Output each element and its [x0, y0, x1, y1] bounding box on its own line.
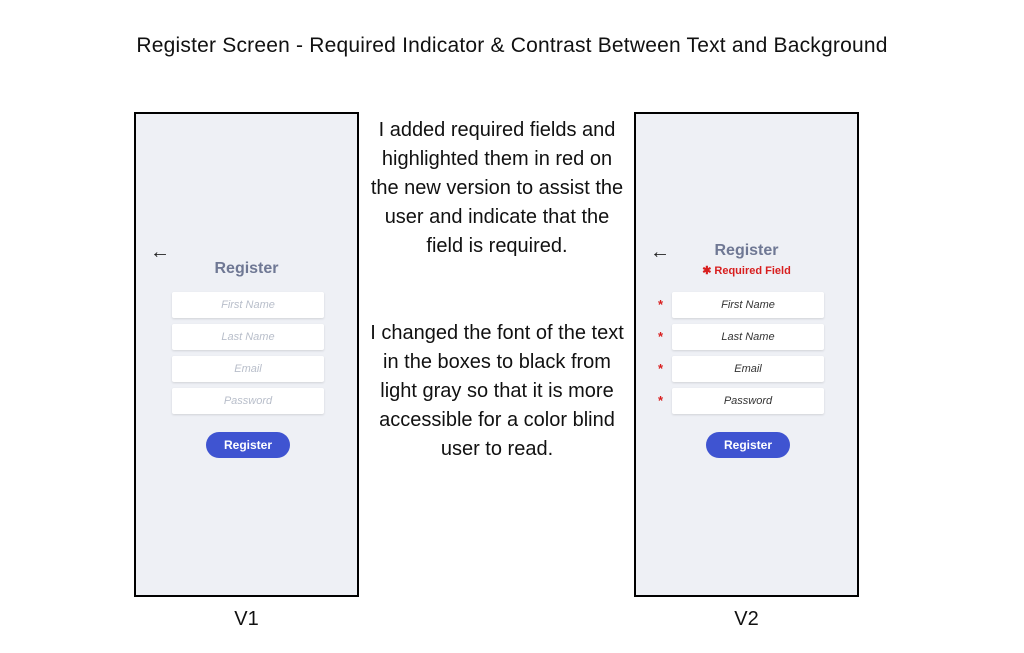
explanation-para-1: I added required fields and highlighted … — [370, 116, 624, 261]
input-password[interactable]: Password — [672, 388, 824, 414]
register-heading: Register — [136, 260, 357, 278]
required-asterisk-icon: * — [658, 298, 663, 311]
asterisk-icon: ✱ — [702, 265, 711, 277]
input-last-name[interactable]: Last Name — [172, 324, 324, 350]
input-first-name[interactable]: First Name — [672, 292, 824, 318]
back-arrow-icon[interactable]: ← — [150, 242, 170, 262]
input-email[interactable]: Email — [672, 356, 824, 382]
caption-v1: V1 — [134, 608, 359, 631]
register-heading: Register — [636, 242, 857, 260]
input-email[interactable]: Email — [172, 356, 324, 382]
register-button[interactable]: Register — [206, 432, 290, 458]
required-asterisk-icon: * — [658, 394, 663, 407]
input-password[interactable]: Password — [172, 388, 324, 414]
required-asterisk-icon: * — [658, 330, 663, 343]
required-legend-text: Required Field — [714, 265, 790, 277]
page-title: Register Screen - Required Indicator & C… — [0, 34, 1024, 58]
required-asterisk-icon: * — [658, 362, 663, 375]
input-first-name[interactable]: First Name — [172, 292, 324, 318]
required-field-legend: ✱Required Field — [636, 264, 857, 277]
input-last-name[interactable]: Last Name — [672, 324, 824, 350]
explanation-para-2: I changed the font of the text in the bo… — [370, 319, 624, 464]
phone-mockup-v1: ← Register First Name Last Name Email Passw… — [134, 112, 359, 597]
caption-v2: V2 — [634, 608, 859, 631]
register-button[interactable]: Register — [706, 432, 790, 458]
phone-mockup-v2: ← Register ✱Required Field *First Name*L… — [634, 112, 859, 597]
explanation-column: I added required fields and highlighted … — [370, 116, 624, 522]
